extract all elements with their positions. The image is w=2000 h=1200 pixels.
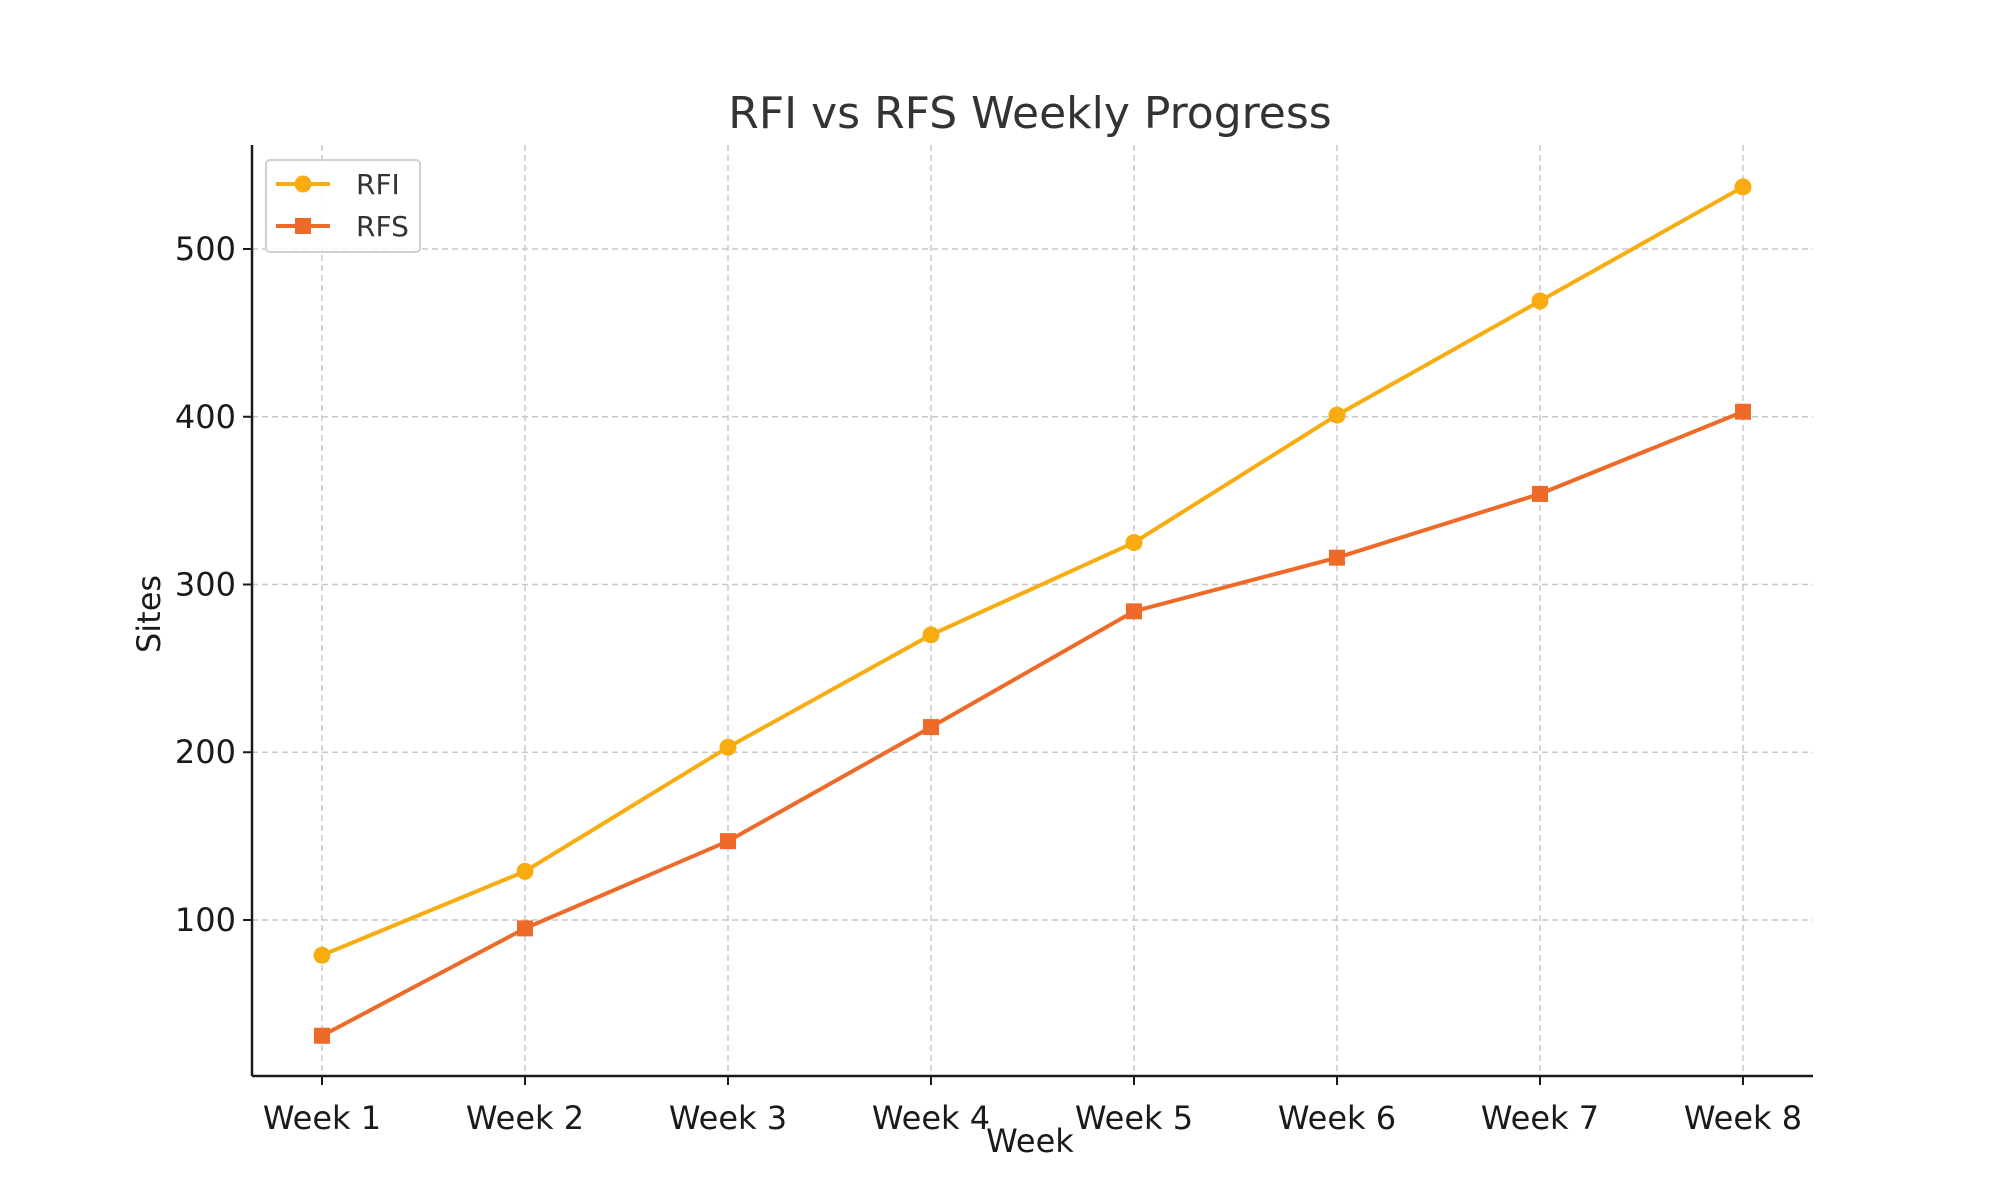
series: [313, 178, 1752, 1044]
data-point-rfi: [1734, 178, 1752, 196]
x-tick-label: Week 7: [1481, 1099, 1599, 1137]
data-point-rfs: [1329, 549, 1345, 566]
data-point-rfi: [719, 738, 737, 756]
x-tick-label: Week 1: [263, 1099, 381, 1137]
y-tick-label: 400: [175, 398, 236, 436]
series-line-rfs: [320, 409, 1745, 1038]
y-axis-title: Sites: [130, 575, 168, 653]
data-point-rfi: [1328, 406, 1346, 424]
series-line-rfi: [320, 184, 1745, 958]
data-point-rfs: [1735, 403, 1751, 420]
data-point-rfs: [314, 1027, 330, 1044]
data-point-rfs: [1532, 485, 1548, 502]
chart-title: RFI vs RFS Weekly Progress: [728, 88, 1331, 139]
y-tick-label: 200: [175, 733, 236, 771]
labels: RFI vs RFS Weekly Progress Week Sites: [130, 88, 1332, 1160]
legend: RFI RFS: [265, 159, 421, 253]
legend-marker-rfi: [294, 175, 312, 193]
legend-label-rfi: RFI: [356, 168, 400, 201]
data-point-rfs: [1126, 603, 1142, 620]
x-tick-label: Week 4: [872, 1099, 990, 1137]
y-tick-label: 100: [175, 901, 236, 939]
axes: Week 1 Week 2 Week 3 Week 4 Week 5 Week 6 Week…: [175, 145, 1813, 1137]
data-point-rfi: [922, 626, 940, 644]
data-point-rfs: [517, 920, 533, 937]
legend-marker-rfs: [295, 218, 311, 234]
data-point-rfi: [1125, 534, 1143, 552]
data-point-rfi: [516, 862, 534, 880]
data-point-rfs: [923, 719, 939, 736]
legend-label-rfs: RFS: [356, 210, 409, 243]
x-tick-label: Week 2: [466, 1099, 584, 1137]
y-tick-label: 300: [175, 565, 236, 603]
data-point-rfi: [313, 946, 331, 964]
y-tick-label: 500: [175, 230, 236, 268]
x-axis-title: Week: [986, 1122, 1074, 1160]
x-tick-label: Week 6: [1278, 1099, 1396, 1137]
data-point-rfi: [1531, 292, 1549, 310]
x-tick-label: Week 5: [1075, 1099, 1193, 1137]
grid: [252, 145, 1813, 1076]
x-tick-label: Week 3: [669, 1099, 787, 1137]
x-tick-label: Week 8: [1684, 1099, 1802, 1137]
data-point-rfs: [720, 833, 736, 850]
